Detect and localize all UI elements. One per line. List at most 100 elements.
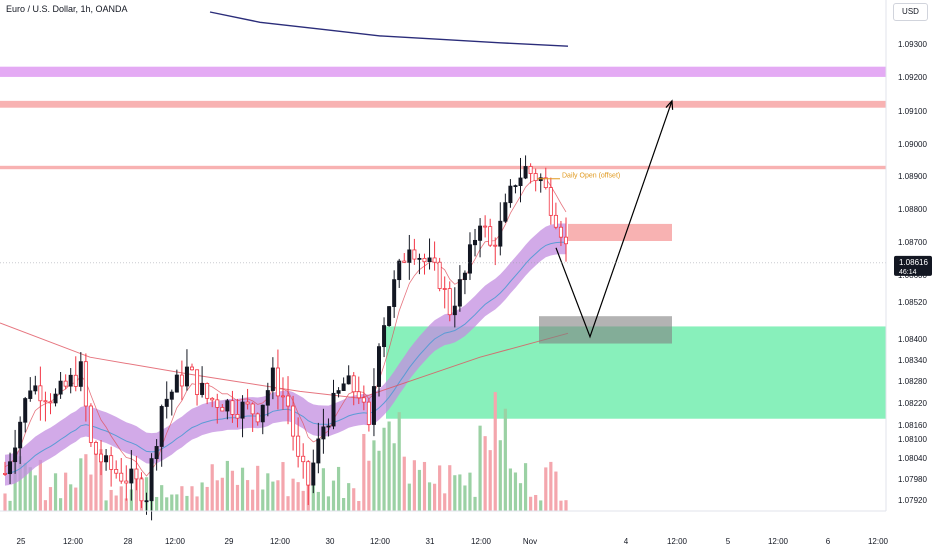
time-tick-label: 4 (624, 537, 629, 546)
price-tick-label: 1.08900 (898, 172, 927, 181)
volume-bar (240, 467, 245, 511)
volume-bar (281, 462, 285, 511)
candle-body (356, 391, 361, 399)
candle-body (83, 361, 88, 407)
candle-body (189, 366, 194, 371)
candle-body (447, 288, 452, 316)
volume-bar (513, 472, 518, 511)
volume-bar (160, 485, 164, 511)
price-tick-label: 1.08280 (898, 377, 927, 386)
volume-bar (271, 481, 275, 511)
volume-bar (276, 480, 280, 511)
volume-bar (448, 465, 452, 511)
candle-body (483, 225, 488, 228)
volume-bar (18, 456, 22, 511)
candle-body (543, 177, 548, 188)
candle-body (366, 401, 371, 425)
chart-title: Euro / U.S. Dollar, 1h, OANDA (6, 4, 128, 14)
volume-bar (478, 425, 482, 511)
candle-body (564, 236, 569, 245)
volume-bar (38, 459, 42, 511)
volume-bar (392, 443, 396, 511)
volume-bar (200, 482, 204, 511)
candle-body (149, 458, 154, 502)
candle-body (230, 400, 235, 415)
candle-body (88, 405, 93, 443)
volume-bar (498, 440, 502, 511)
navy-ma-line (209, 11, 569, 47)
candle-body (18, 421, 23, 449)
volume-bar (225, 460, 229, 511)
candle-body (326, 425, 331, 428)
candle-body (513, 185, 518, 188)
volume-bar (397, 412, 401, 511)
price-tick-label: 1.08100 (898, 435, 927, 444)
candle-body (144, 500, 149, 503)
volume-bar (382, 427, 386, 511)
ema-line (4, 241, 567, 475)
candle-body (38, 385, 43, 402)
volume-bar (43, 500, 48, 511)
volume-bar (266, 473, 270, 511)
volume-bar (235, 484, 240, 511)
supply-zone (568, 223, 672, 241)
candle-body (28, 390, 33, 399)
volume-bar (33, 475, 37, 511)
candle-body (255, 413, 260, 423)
candle-body (508, 185, 513, 204)
candle-body (78, 361, 83, 387)
candle-body (184, 366, 189, 387)
volume-bar (190, 486, 194, 511)
overlay-layer: Daily Open (offset) (0, 99, 886, 344)
time-tick-label: 30 (326, 537, 335, 546)
volume-bar (316, 491, 320, 511)
candle-body (124, 480, 129, 484)
volume-bar (99, 449, 103, 511)
time-tick-label: 25 (17, 537, 26, 546)
currency-button[interactable]: USD (893, 3, 928, 21)
volume-bar (245, 480, 250, 511)
projection-arrowhead (665, 99, 674, 110)
candle-body (402, 260, 407, 263)
volume-bar (185, 495, 189, 511)
volume-bar (468, 472, 472, 511)
candle-body (73, 374, 78, 387)
volume-bar (357, 500, 361, 511)
candle-body (382, 325, 387, 348)
candle-body (316, 438, 321, 464)
moving-averages-layer (0, 11, 569, 477)
time-tick-label: Nov (523, 537, 537, 546)
volume-bar (352, 488, 356, 511)
candle-body (119, 472, 124, 482)
countdown-value: 46:14 (899, 269, 917, 276)
volume-bar (64, 472, 68, 511)
candle-body (68, 374, 73, 387)
candle-body (174, 374, 179, 393)
volume-bar (483, 436, 487, 511)
candle-body (437, 261, 442, 289)
daily-open-label: Daily Open (offset) (562, 172, 620, 179)
candle-body (361, 397, 366, 403)
volume-bar (79, 458, 83, 511)
resistance-zone (0, 100, 886, 108)
candle-body (58, 380, 63, 395)
candle-body (336, 390, 341, 394)
volume-bar (407, 483, 411, 511)
volume-bar (28, 467, 32, 511)
candle-body (134, 468, 139, 480)
candle-body (169, 391, 174, 400)
candle-body (306, 461, 311, 486)
volume-bar (175, 494, 179, 511)
time-tick-label: 12:00 (63, 537, 84, 546)
candle-body (311, 462, 316, 486)
candle-body (33, 385, 38, 392)
volume-bar (432, 483, 437, 511)
time-tick-label: 29 (225, 537, 234, 546)
price-tick-label: 1.08340 (898, 356, 927, 365)
fast-ma-line (4, 177, 567, 477)
candle-body (493, 244, 498, 247)
volume-bar (564, 500, 568, 511)
volume-bar (69, 484, 73, 511)
candle-body (154, 446, 159, 460)
